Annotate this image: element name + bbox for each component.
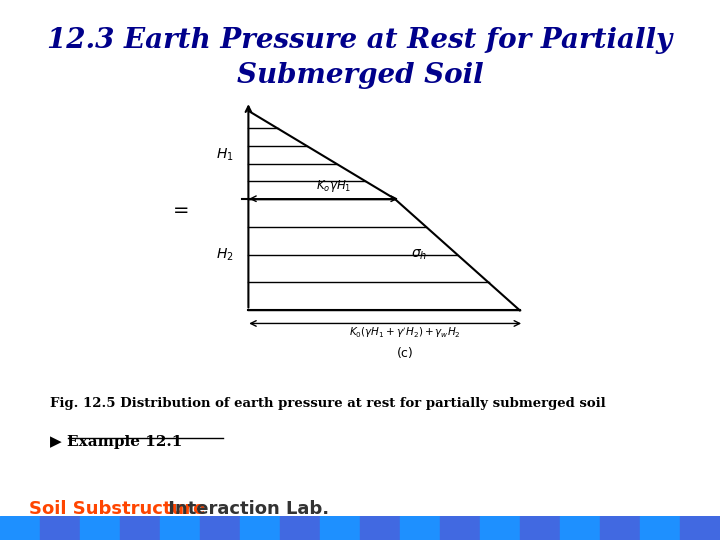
Text: ▶ Example 12.1: ▶ Example 12.1 xyxy=(50,435,183,449)
Bar xyxy=(400,516,440,540)
Bar xyxy=(280,516,320,540)
Bar xyxy=(200,516,240,540)
Bar xyxy=(160,516,200,540)
Text: =: = xyxy=(174,201,190,220)
Text: Soil Substructure: Soil Substructure xyxy=(29,500,205,517)
Text: $H_1$: $H_1$ xyxy=(216,146,234,163)
Bar xyxy=(600,516,640,540)
Bar xyxy=(680,516,720,540)
Bar xyxy=(40,516,80,540)
Bar xyxy=(440,516,480,540)
Bar xyxy=(560,516,600,540)
Text: (c): (c) xyxy=(397,347,413,360)
Bar xyxy=(480,516,520,540)
Bar xyxy=(240,516,280,540)
Text: Submerged Soil: Submerged Soil xyxy=(237,62,483,89)
Bar xyxy=(640,516,680,540)
Text: Interaction Lab.: Interaction Lab. xyxy=(162,500,329,517)
Bar xyxy=(320,516,360,540)
Text: $H_2$: $H_2$ xyxy=(216,246,234,263)
Bar xyxy=(360,516,400,540)
Text: Fig. 12.5 Distribution of earth pressure at rest for partially submerged soil: Fig. 12.5 Distribution of earth pressure… xyxy=(50,397,606,410)
Bar xyxy=(80,516,120,540)
Bar xyxy=(520,516,560,540)
Text: 12.3 Earth Pressure at Rest for Partially: 12.3 Earth Pressure at Rest for Partiall… xyxy=(48,27,672,54)
Bar xyxy=(0,516,40,540)
Text: $K_o\gamma H_1$: $K_o\gamma H_1$ xyxy=(316,178,351,194)
Bar xyxy=(120,516,160,540)
Text: $\sigma_h$: $\sigma_h$ xyxy=(411,247,428,262)
Text: $K_0(\gamma H_1 + \gamma^\prime H_2)+ \gamma_w H_2$: $K_0(\gamma H_1 + \gamma^\prime H_2)+ \g… xyxy=(349,326,461,340)
